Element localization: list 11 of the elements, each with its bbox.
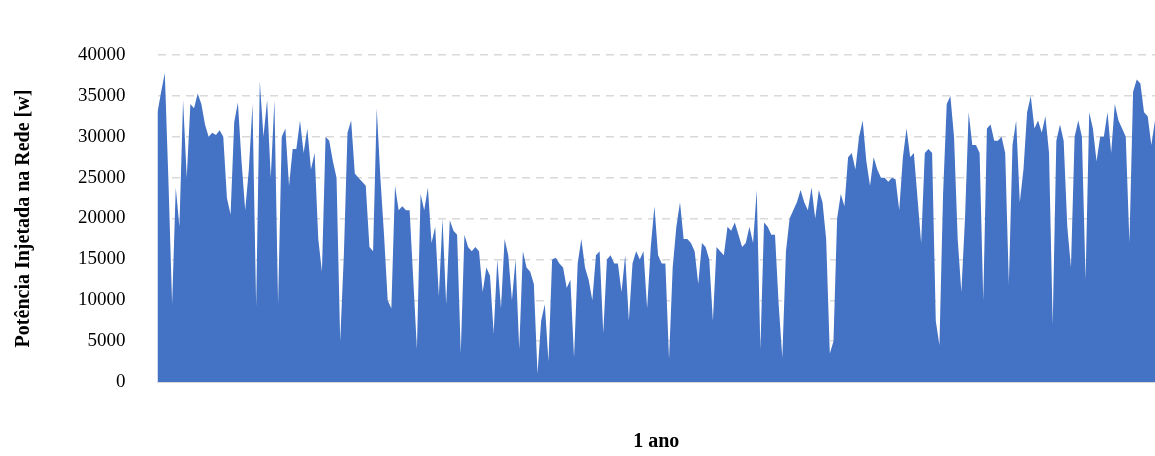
y-tick-label: 10000 — [78, 288, 126, 310]
y-tick-label: 15000 — [78, 247, 126, 269]
y-tick-label: 25000 — [78, 165, 126, 187]
y-tick-label: 40000 — [78, 42, 126, 64]
y-tick-label: 30000 — [78, 124, 126, 146]
y-tick-label: 35000 — [78, 83, 126, 105]
y-tick-label: 5000 — [87, 329, 126, 351]
y-tick-label: 0 — [116, 369, 126, 391]
y-axis-title: Potência Injetada na Rede [w] — [11, 89, 35, 348]
y-tick-label: 20000 — [78, 206, 126, 228]
x-axis-title: 1 ano — [633, 429, 680, 452]
